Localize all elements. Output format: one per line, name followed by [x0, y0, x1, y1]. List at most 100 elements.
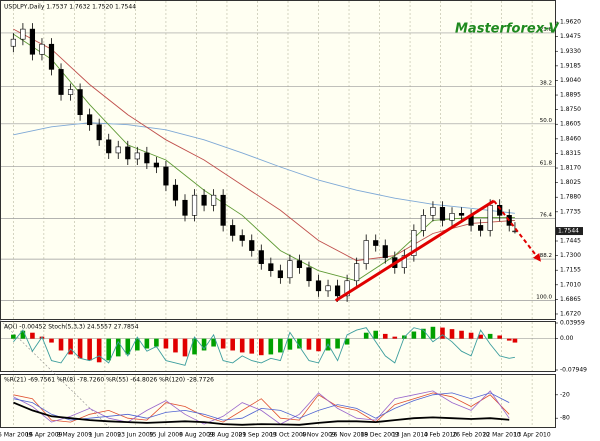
fib-label: 61.8 [540, 160, 553, 166]
wr-title: %R(21) -69.7561 %R(8) -78.7260 %R(55) -6… [4, 377, 214, 384]
candle-body [230, 225, 236, 236]
candle-body [411, 230, 417, 256]
candle-body [144, 152, 150, 164]
trend-line [334, 199, 495, 302]
x-tick-label: 23 Jun 2009 [117, 432, 153, 439]
ao-bar [220, 338, 226, 349]
y-tick-label: 1.9330 [560, 48, 581, 55]
y-tick-label: 1.8895 [560, 92, 581, 99]
ao-bar [487, 333, 493, 339]
y-tick-label: 1.8460 [560, 135, 581, 142]
ao-bar [49, 338, 54, 343]
main-panel [0, 0, 556, 320]
candle-body [239, 235, 245, 241]
y-tick-label: 1.8605 [560, 121, 581, 128]
y-tick-label: 1.7880 [560, 194, 581, 201]
fib-label: 100.0 [536, 295, 552, 301]
ao-bar [363, 332, 369, 339]
ao-bar [335, 338, 340, 349]
ao-bar [68, 338, 73, 355]
x-tick-label: 16 Apr 2009 [25, 432, 62, 439]
candle-body [182, 199, 188, 216]
candle-body [201, 194, 207, 206]
x-tick-label: 13 Oct 2009 [269, 432, 306, 439]
y-tick-label: 1.7300 [560, 252, 581, 259]
ao-bar [478, 334, 483, 339]
y-tick-label: 1.7155 [560, 267, 581, 274]
candle-body [191, 194, 198, 216]
candle-body [449, 213, 455, 221]
watermark: Masterforex-V [455, 22, 560, 37]
ao-bar [11, 334, 16, 339]
y-tick-label: 1.7735 [560, 208, 581, 215]
candle-body [296, 260, 303, 268]
candle-body [487, 204, 493, 231]
ao-bar [211, 338, 216, 347]
ao-bar [449, 329, 455, 339]
ao-bar [297, 338, 302, 349]
candle-body [20, 28, 26, 40]
fib-label: 88.2 [540, 253, 552, 259]
candle-body [211, 194, 217, 206]
ao-bar [77, 338, 83, 359]
candle-body [306, 267, 312, 282]
x-tick-label: 13 Apr 2010 [514, 432, 551, 439]
y-tick-label: 1.9620 [560, 19, 581, 26]
wr-line [13, 401, 510, 426]
ao-bar [440, 327, 445, 339]
ao-panel [0, 321, 556, 372]
x-tick-label: 4 Feb 2010 [424, 432, 458, 439]
candle-body [48, 43, 55, 70]
ao-bar [512, 338, 518, 343]
x-tick-label: 8 May 2009 [57, 432, 92, 439]
ao-bar [459, 330, 464, 339]
ao-bar [30, 332, 35, 339]
ao-bar [154, 338, 159, 347]
ao-bar [468, 332, 474, 339]
last-price: 1.7544 [558, 228, 579, 235]
ao-bar [382, 333, 388, 339]
fib-label: 50.0 [540, 118, 553, 124]
candle-body [77, 89, 83, 115]
ao-bar [201, 338, 207, 351]
fib-label: 38.2 [540, 80, 552, 86]
candle-body [325, 285, 331, 292]
candle-body [354, 263, 360, 282]
ao-bar [125, 338, 131, 355]
candle-body [382, 245, 388, 258]
x-tick-label: 26 Feb 2010 [452, 432, 490, 439]
ao-bar [163, 338, 169, 349]
moving-average [13, 33, 515, 282]
candle-body [258, 250, 264, 264]
y-tick-label: 1.8170 [560, 165, 581, 172]
ao-bar [421, 328, 426, 339]
candle-body [115, 146, 121, 154]
ao-title: AO() -0.00452 Stoch(5,3,3) 24.5557 27.78… [4, 324, 139, 331]
moving-average [13, 122, 515, 214]
y-tick-label: 1.8315 [560, 150, 581, 157]
ao-bar [344, 338, 350, 345]
wr-line [13, 392, 510, 423]
x-tick-label: 4 Nov 2009 [301, 432, 336, 439]
wr-line [13, 392, 510, 421]
x-tick-label: 21 Sep 2009 [238, 432, 276, 439]
x-tick-label: 6 Aug 2009 [179, 432, 214, 439]
candle-body [220, 194, 226, 226]
x-tick-label: 26 Nov 2009 [330, 432, 369, 439]
x-tick-label: 13 Jan 2010 [392, 432, 428, 439]
ao-bar [230, 338, 235, 351]
ao-bar [287, 338, 293, 350]
candle-body [268, 263, 274, 272]
candle-body [163, 166, 169, 186]
y-tick-label: 1.6720 [560, 310, 581, 317]
candle-body [363, 240, 369, 264]
x-tick-label: 22 Mar 2010 [483, 432, 521, 439]
ao-bar [316, 338, 321, 352]
y-tick-label: 1.8750 [560, 106, 581, 113]
candle-body [153, 162, 159, 168]
y-tick-label: 1.9185 [560, 62, 581, 69]
ao-bar [268, 338, 274, 355]
ao-bar [173, 338, 178, 353]
fib-label: 23.6 [540, 27, 553, 33]
